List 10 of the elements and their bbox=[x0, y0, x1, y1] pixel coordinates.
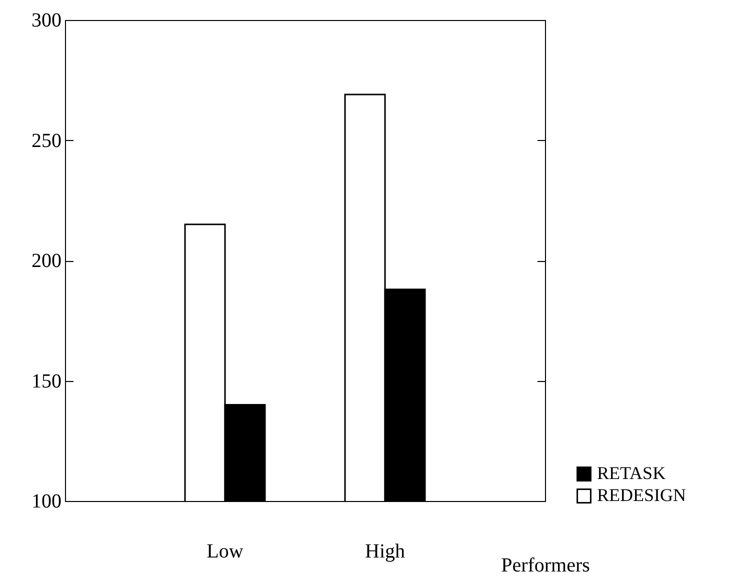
y-tick-label: 150 bbox=[32, 370, 62, 392]
x-tick-label: Low bbox=[206, 540, 244, 562]
y-tick-label: 300 bbox=[32, 10, 62, 32]
x-axis-title: Performers bbox=[501, 554, 590, 576]
legend-label: REDESIGN bbox=[597, 485, 686, 505]
legend-label: RETASK bbox=[597, 463, 666, 483]
x-tick-label: High bbox=[365, 540, 405, 562]
y-tick-label: 200 bbox=[32, 250, 62, 272]
y-tick-label: 250 bbox=[32, 130, 62, 152]
y-tick-label: 100 bbox=[32, 490, 62, 512]
